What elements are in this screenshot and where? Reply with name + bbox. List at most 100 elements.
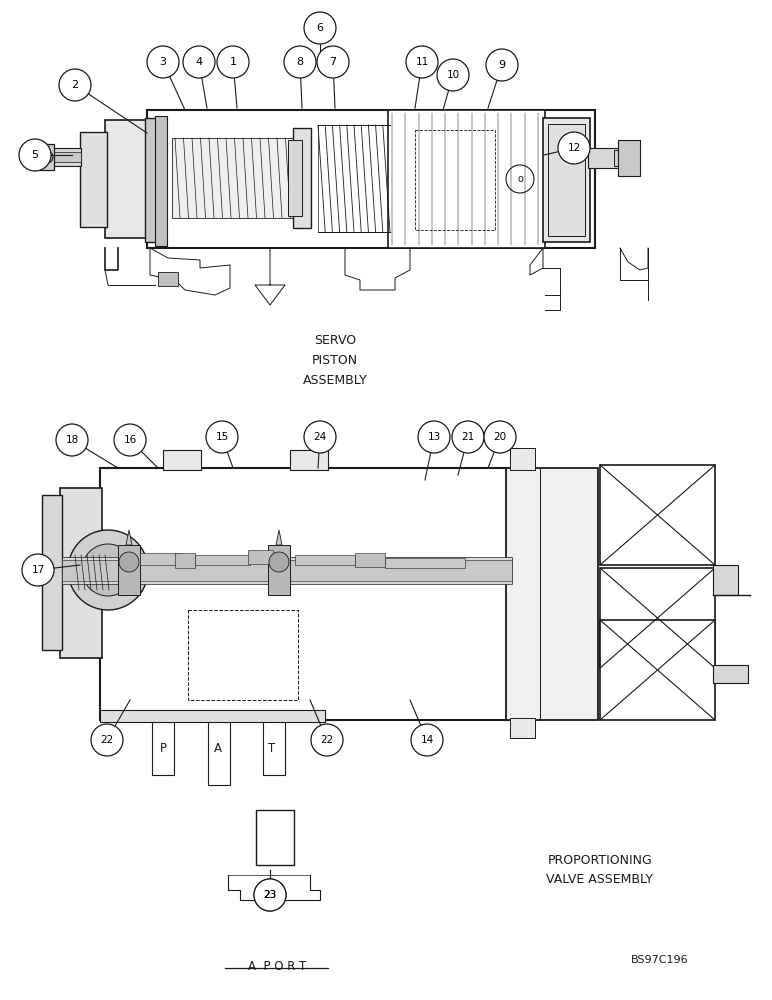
Bar xyxy=(48,152,81,162)
Text: 2: 2 xyxy=(72,80,79,90)
Circle shape xyxy=(254,879,286,911)
Circle shape xyxy=(114,424,146,456)
Bar xyxy=(40,144,54,170)
Circle shape xyxy=(484,421,516,453)
Circle shape xyxy=(82,544,134,596)
Bar xyxy=(600,620,715,720)
Bar xyxy=(713,665,748,683)
Bar xyxy=(713,565,738,595)
Circle shape xyxy=(486,49,518,81)
Bar xyxy=(100,468,510,720)
Bar xyxy=(290,450,328,470)
Bar xyxy=(248,550,273,564)
Text: 24: 24 xyxy=(313,432,327,442)
Bar xyxy=(506,468,598,720)
Text: 14: 14 xyxy=(421,735,434,745)
Bar xyxy=(147,110,595,248)
Text: 11: 11 xyxy=(415,57,428,67)
Bar xyxy=(588,148,618,168)
Circle shape xyxy=(304,421,336,453)
Text: 5: 5 xyxy=(32,150,39,160)
Circle shape xyxy=(304,12,336,44)
Bar xyxy=(600,568,715,668)
Bar xyxy=(318,125,390,232)
Circle shape xyxy=(19,139,51,171)
Text: 23: 23 xyxy=(263,890,276,900)
Text: 4: 4 xyxy=(195,57,202,67)
Bar xyxy=(195,555,250,565)
Bar xyxy=(614,150,634,166)
Bar xyxy=(155,116,167,246)
Text: 15: 15 xyxy=(215,432,229,442)
Bar xyxy=(256,810,294,865)
Circle shape xyxy=(452,421,484,453)
Circle shape xyxy=(183,46,215,78)
Text: 7: 7 xyxy=(330,57,337,67)
Bar xyxy=(60,488,102,658)
Bar xyxy=(145,118,161,242)
Bar xyxy=(62,557,512,584)
Text: 3: 3 xyxy=(160,57,167,67)
Bar xyxy=(100,710,325,722)
Circle shape xyxy=(217,46,249,78)
Circle shape xyxy=(68,530,148,610)
Bar xyxy=(152,720,174,775)
Bar xyxy=(510,718,535,738)
Bar xyxy=(188,610,298,700)
Text: PROPORTIONING
VALVE ASSEMBLY: PROPORTIONING VALVE ASSEMBLY xyxy=(547,854,654,886)
Circle shape xyxy=(418,421,450,453)
Text: 21: 21 xyxy=(462,432,475,442)
Text: 9: 9 xyxy=(499,60,506,70)
Bar xyxy=(510,448,535,470)
Text: o: o xyxy=(517,174,523,184)
Text: 17: 17 xyxy=(32,565,45,575)
Text: P: P xyxy=(160,742,167,754)
Circle shape xyxy=(41,151,53,163)
Bar xyxy=(42,495,62,650)
Bar xyxy=(385,558,465,568)
Text: 13: 13 xyxy=(428,432,441,442)
Polygon shape xyxy=(126,530,132,545)
Text: A  P O R T: A P O R T xyxy=(248,960,306,973)
Text: 6: 6 xyxy=(317,23,323,33)
Text: T: T xyxy=(269,742,276,754)
Circle shape xyxy=(254,879,286,911)
Bar xyxy=(80,132,107,227)
Bar xyxy=(548,124,585,236)
Bar xyxy=(158,272,178,286)
Circle shape xyxy=(411,724,443,756)
Bar xyxy=(163,450,201,470)
Text: 22: 22 xyxy=(320,735,334,745)
Circle shape xyxy=(59,69,91,101)
Bar xyxy=(118,545,140,595)
Bar xyxy=(543,118,590,242)
Bar xyxy=(618,140,640,176)
Polygon shape xyxy=(276,530,282,545)
Bar xyxy=(208,720,230,785)
Bar xyxy=(388,110,545,248)
Bar xyxy=(48,148,81,166)
Circle shape xyxy=(91,724,123,756)
Bar xyxy=(288,140,302,216)
Text: 18: 18 xyxy=(66,435,79,445)
Text: A: A xyxy=(214,742,222,754)
Text: BS97C196: BS97C196 xyxy=(631,955,689,965)
Text: SERVO
PISTON
ASSEMBLY: SERVO PISTON ASSEMBLY xyxy=(303,334,367,386)
Text: 22: 22 xyxy=(100,735,113,745)
Bar xyxy=(62,560,512,581)
Text: 16: 16 xyxy=(124,435,137,445)
Bar xyxy=(140,553,180,565)
Bar xyxy=(415,130,495,230)
Circle shape xyxy=(22,554,54,586)
Bar xyxy=(175,553,195,568)
Bar xyxy=(105,120,147,238)
Bar xyxy=(355,553,385,567)
Circle shape xyxy=(269,552,289,572)
Bar xyxy=(295,555,355,565)
Bar xyxy=(263,720,285,775)
Circle shape xyxy=(406,46,438,78)
Circle shape xyxy=(317,46,349,78)
Text: 23: 23 xyxy=(263,890,276,900)
Bar xyxy=(600,465,715,565)
Bar xyxy=(293,128,311,228)
